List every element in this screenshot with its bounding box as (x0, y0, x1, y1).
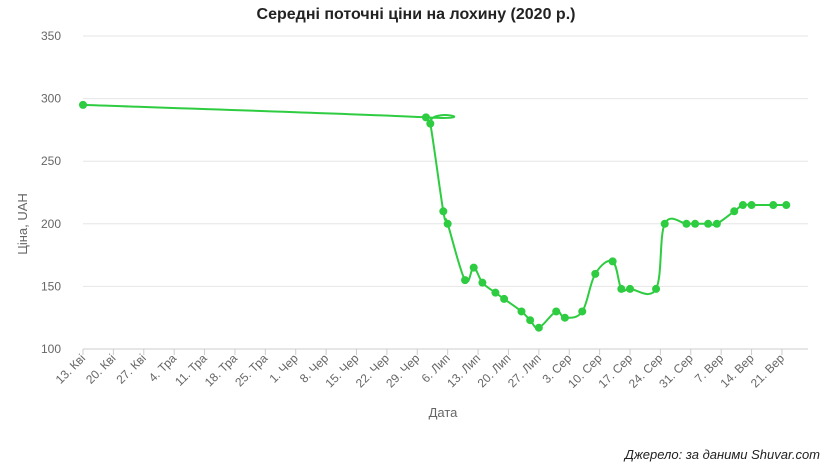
price-series (79, 100, 791, 332)
chart-title: Середні поточні ціни на лохину (2020 р.) (256, 6, 576, 23)
data-point[interactable] (552, 307, 561, 316)
data-point[interactable] (691, 219, 700, 228)
data-point[interactable] (500, 294, 509, 303)
data-point[interactable] (608, 257, 617, 266)
data-point[interactable] (704, 219, 713, 228)
x-tick-label: 27. Кві (114, 351, 149, 386)
x-tick-label: 20. Кві (83, 351, 118, 386)
data-point[interactable] (469, 263, 478, 272)
y-axis: 100 150 200 250 300 350 (41, 29, 61, 356)
data-point[interactable] (517, 307, 526, 316)
data-point[interactable] (478, 278, 487, 287)
data-point[interactable] (617, 284, 626, 293)
data-point[interactable] (652, 284, 661, 293)
data-point[interactable] (682, 219, 691, 228)
data-point[interactable] (79, 100, 87, 109)
data-point[interactable] (439, 207, 448, 216)
y-tick-label: 300 (41, 92, 61, 106)
data-point[interactable] (534, 323, 543, 332)
y-tick-label: 250 (41, 154, 61, 168)
data-point[interactable] (730, 207, 739, 216)
data-point[interactable] (560, 313, 569, 322)
x-tick-label: 1. Чер (266, 351, 301, 386)
data-point[interactable] (591, 269, 600, 278)
x-tick-label: 31. Сер (656, 351, 696, 391)
data-point[interactable] (526, 316, 535, 325)
y-tick-label: 150 (41, 279, 61, 293)
data-point[interactable] (443, 219, 452, 228)
x-tick-label: 13. Кві (53, 351, 88, 386)
data-point[interactable] (712, 219, 721, 228)
data-point[interactable] (769, 201, 778, 210)
data-point[interactable] (461, 276, 470, 285)
x-tick-label: 18. Тра (202, 351, 240, 389)
data-point[interactable] (782, 201, 791, 210)
y-tick-label: 350 (41, 29, 61, 43)
x-axis-title: Дата (429, 405, 459, 420)
data-point[interactable] (747, 201, 756, 210)
data-point[interactable] (660, 219, 669, 228)
series-line (82, 103, 787, 329)
data-point[interactable] (578, 307, 587, 316)
y-axis-title: Ціна, UAH (15, 193, 30, 255)
y-tick-label: 200 (41, 217, 61, 231)
x-tick-label: 27. Лип (505, 351, 544, 390)
data-point[interactable] (426, 119, 435, 128)
source-note: Джерело: за даними Shuvar.com (624, 447, 820, 462)
y-tick-label: 100 (41, 342, 61, 356)
x-tick-label: 29. Чер (383, 351, 422, 390)
data-point[interactable] (626, 284, 635, 293)
x-tick-label: 21. Вер (748, 351, 787, 390)
x-tick-label: 25. Тра (232, 351, 270, 389)
data-point[interactable] (421, 113, 430, 122)
data-point[interactable] (491, 288, 500, 297)
grid-lines (83, 35, 808, 350)
data-point[interactable] (738, 201, 747, 210)
